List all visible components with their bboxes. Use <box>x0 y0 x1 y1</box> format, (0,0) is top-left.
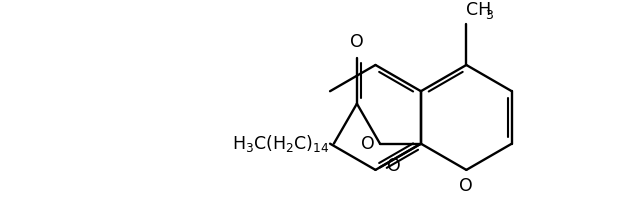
Text: 3: 3 <box>485 9 493 22</box>
Text: CH: CH <box>467 1 492 19</box>
Text: O: O <box>387 157 401 175</box>
Text: O: O <box>460 177 473 195</box>
Text: O: O <box>350 33 364 51</box>
Text: H$_3$C(H$_2$C)$_{14}$: H$_3$C(H$_2$C)$_{14}$ <box>232 133 330 154</box>
Text: O: O <box>361 135 374 153</box>
